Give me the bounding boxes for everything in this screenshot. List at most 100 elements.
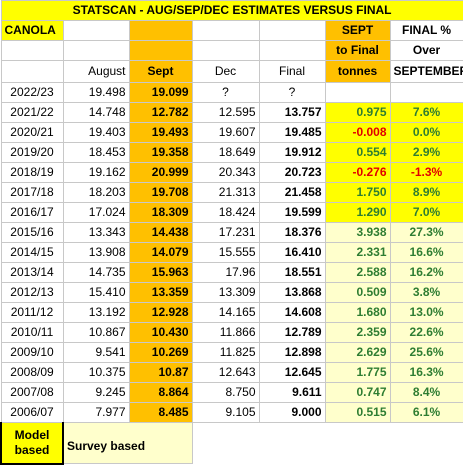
dec-value: 12.595 <box>191 102 260 123</box>
year-cell: 2020/21 <box>0 122 64 143</box>
final-value: 13.868 <box>258 282 326 303</box>
final-pct-over-sept: 0.0% <box>389 122 463 143</box>
final-pct-over-sept: 2.9% <box>389 142 463 163</box>
dec-value: 13.309 <box>191 282 260 303</box>
table-row: 2015/16 13.343 14.438 17.231 18.376 3.938 27.3… <box>0 222 463 243</box>
title-row: STATSCAN - AUG/SEP/DEC ESTIMATES VERSUS … <box>0 0 463 21</box>
sept-to-final-label-line1: SEPT <box>324 20 391 41</box>
august-value: 9.541 <box>62 342 130 363</box>
final-value: 9.000 <box>258 402 326 423</box>
model-based-label: Model based <box>0 422 64 465</box>
final-col-header: Final <box>258 60 326 83</box>
sept-value: 10.269 <box>128 342 193 363</box>
september-label: SEPTEMBER <box>389 60 463 83</box>
year-cell: 2014/15 <box>0 242 64 263</box>
sept-to-final-tonnes: 0.975 <box>324 102 391 123</box>
dec-value: 17.96 <box>191 262 260 283</box>
final-pct-over-sept: 16.6% <box>389 242 463 263</box>
table-row: 2019/20 18.453 19.358 18.649 19.912 0.554 2.9% <box>0 142 463 163</box>
sept-to-final-tonnes: 0.509 <box>324 282 391 303</box>
dec-value: 14.165 <box>191 302 260 323</box>
final-value: 18.551 <box>258 262 326 283</box>
empty-cell <box>258 20 326 41</box>
sept-value: 12.928 <box>128 302 193 323</box>
sept-value: 19.099 <box>128 82 193 103</box>
sept-value: 10.430 <box>128 322 193 343</box>
header-row-2: to Final Over <box>0 40 463 61</box>
final-value: ? <box>258 82 326 103</box>
august-value: 15.410 <box>62 282 130 303</box>
sept-value: 13.359 <box>128 282 193 303</box>
sept-value: 15.963 <box>128 262 193 283</box>
table-row: 2007/08 9.245 8.864 8.750 9.611 0.747 8.4% <box>0 382 463 403</box>
sept-col-header-fill <box>128 40 193 61</box>
year-cell: 2016/17 <box>0 202 64 223</box>
august-value: 7.977 <box>62 402 130 423</box>
year-cell: 2010/11 <box>0 322 64 343</box>
table-row: 2012/13 15.410 13.359 13.309 13.868 0.509 3.8% <box>0 282 463 303</box>
sept-value: 10.87 <box>128 362 193 383</box>
table-row: 2017/18 18.203 19.708 21.313 21.458 1.750 8.9% <box>0 182 463 203</box>
final-pct-over-sept: 13.0% <box>389 302 463 323</box>
final-pct-over-sept: 6.1% <box>389 402 463 423</box>
over-label: Over <box>389 40 463 61</box>
table-row: 2010/11 10.867 10.430 11.866 12.789 2.359 22.6… <box>0 322 463 343</box>
august-value: 19.403 <box>62 122 130 143</box>
final-pct-over-sept: 8.4% <box>389 382 463 403</box>
sept-to-final-tonnes: -0.008 <box>324 122 391 143</box>
final-pct-over-sept: 8.9% <box>389 182 463 203</box>
sept-to-final-tonnes: 2.629 <box>324 342 391 363</box>
year-cell: 2013/14 <box>0 262 64 283</box>
year-cell: 2006/07 <box>0 402 64 423</box>
sept-col-header: Sept <box>128 60 193 83</box>
empty-cell <box>0 40 64 61</box>
dec-value: 8.750 <box>191 382 260 403</box>
sept-to-final-tonnes: 1.750 <box>324 182 391 203</box>
final-pct-over-sept: -1.3% <box>389 162 463 183</box>
dec-value: 20.343 <box>191 162 260 183</box>
year-cell: 2021/22 <box>0 102 64 123</box>
final-pct-over-sept: 16.3% <box>389 362 463 383</box>
dec-value: 11.866 <box>191 322 260 343</box>
august-value: 10.867 <box>62 322 130 343</box>
dec-value: 18.424 <box>191 202 260 223</box>
model-label-line1: Model <box>14 427 50 442</box>
final-value: 14.608 <box>258 302 326 323</box>
final-pct-over-sept: 16.2% <box>389 262 463 283</box>
final-value: 21.458 <box>258 182 326 203</box>
august-value: 13.343 <box>62 222 130 243</box>
final-pct-over-sept: 22.6% <box>389 322 463 343</box>
tonnes-col-header: tonnes <box>324 60 391 83</box>
sept-value: 8.485 <box>128 402 193 423</box>
empty-cell <box>0 60 64 83</box>
final-value: 19.599 <box>258 202 326 223</box>
footer-empty <box>192 423 463 464</box>
final-value: 13.757 <box>258 102 326 123</box>
sept-value: 19.493 <box>128 122 193 143</box>
august-col-header: August <box>62 60 130 83</box>
table-title: STATSCAN - AUG/SEP/DEC ESTIMATES VERSUS … <box>0 0 463 21</box>
sept-to-final-tonnes: -0.276 <box>324 162 391 183</box>
august-value: 14.748 <box>62 102 130 123</box>
sept-to-final-tonnes: 1.290 <box>324 202 391 223</box>
table-row: 2011/12 13.192 12.928 14.165 14.608 1.680 13.0… <box>0 302 463 323</box>
dec-value: 11.825 <box>191 342 260 363</box>
sept-to-final-tonnes: 1.775 <box>324 362 391 383</box>
final-value: 18.376 <box>258 222 326 243</box>
sept-value: 18.309 <box>128 202 193 223</box>
year-cell: 2022/23 <box>0 82 64 103</box>
sept-value: 8.864 <box>128 382 193 403</box>
august-value: 18.453 <box>62 142 130 163</box>
sept-to-final-tonnes <box>324 82 391 103</box>
sept-to-final-tonnes: 1.680 <box>324 302 391 323</box>
august-value: 19.162 <box>62 162 130 183</box>
final-pct-label: FINAL % <box>389 20 463 41</box>
sept-value: 20.999 <box>128 162 193 183</box>
year-cell: 2009/10 <box>0 342 64 363</box>
final-pct-over-sept: 7.6% <box>389 102 463 123</box>
table-row: 2014/15 13.908 14.079 15.555 16.410 2.331 16.6… <box>0 242 463 263</box>
august-value: 13.192 <box>62 302 130 323</box>
year-cell: 2008/09 <box>0 362 64 383</box>
final-value: 12.645 <box>258 362 326 383</box>
